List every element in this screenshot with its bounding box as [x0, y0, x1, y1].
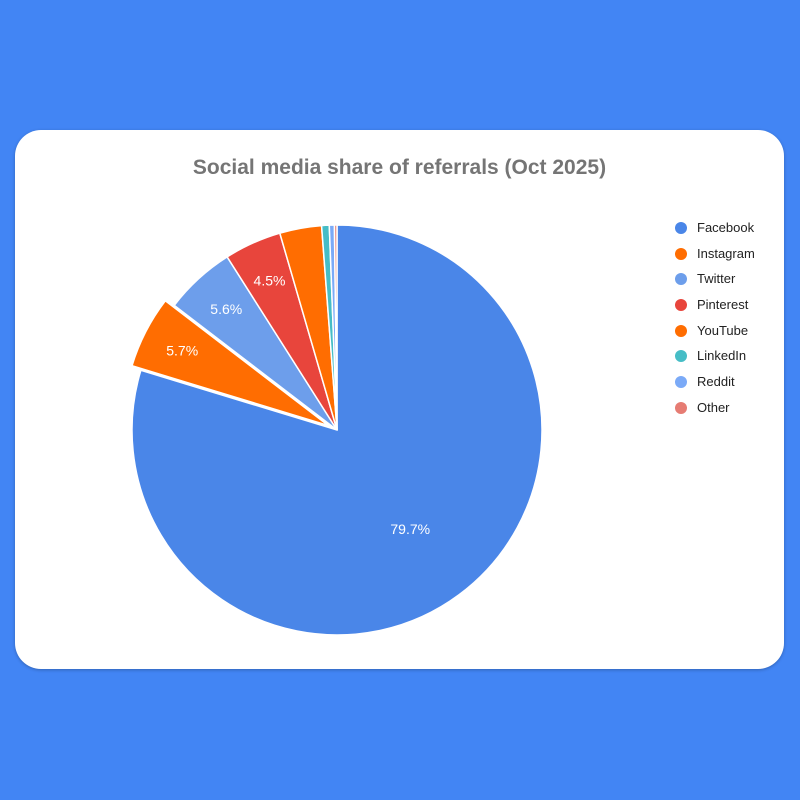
legend-item-linkedin[interactable]: LinkedIn	[675, 347, 755, 373]
legend-label: Instagram	[697, 245, 755, 261]
legend-item-facebook[interactable]: Facebook	[675, 219, 755, 245]
legend-label: Facebook	[697, 220, 755, 235]
legend-swatch	[675, 324, 687, 337]
legend-swatch	[675, 222, 687, 234]
legend-swatch	[675, 247, 687, 260]
legend-label: Pinterest	[697, 297, 749, 313]
pie-slice-facebook[interactable]	[131, 224, 543, 636]
chart-legend: Facebook Instagram Twitter Pinterest YouTube…	[675, 219, 755, 425]
pie-slice-other[interactable]	[333, 224, 338, 431]
legend-label: LinkedIn	[697, 348, 747, 364]
legend-item-youtube[interactable]: YouTube	[675, 322, 755, 348]
chart-title: Social media share of referrals (Oct 202…	[192, 156, 607, 179]
legend-label: Twitter	[697, 271, 736, 287]
legend-swatch	[675, 401, 687, 414]
slice-label-facebook: 79.7%	[390, 521, 430, 537]
legend-item-other[interactable]: Other	[675, 399, 755, 425]
legend-swatch	[675, 299, 687, 312]
legend-swatch	[675, 350, 687, 363]
pie-chart: 79.7% 5.7% 5.6% 4.5%	[131, 224, 543, 636]
legend-item-pinterest[interactable]: Pinterest	[675, 296, 755, 322]
legend-item-reddit[interactable]: Reddit	[675, 373, 755, 399]
slice-label-instagram: 5.7%	[166, 343, 198, 359]
pie-slice-instagram[interactable]	[131, 299, 329, 427]
legend-label: YouTube	[697, 322, 749, 338]
chart-card: Social media share of referrals (Oct 202…	[15, 130, 784, 669]
legend-swatch	[675, 273, 687, 286]
legend-item-instagram[interactable]: Instagram	[675, 245, 755, 271]
slice-label-twitter: 5.6%	[210, 301, 242, 317]
legend-label: Reddit	[697, 374, 735, 390]
legend-swatch	[675, 376, 687, 389]
legend-label: Other	[697, 399, 730, 415]
slice-label-pinterest: 4.5%	[254, 273, 286, 289]
legend-item-twitter[interactable]: Twitter	[675, 270, 755, 296]
